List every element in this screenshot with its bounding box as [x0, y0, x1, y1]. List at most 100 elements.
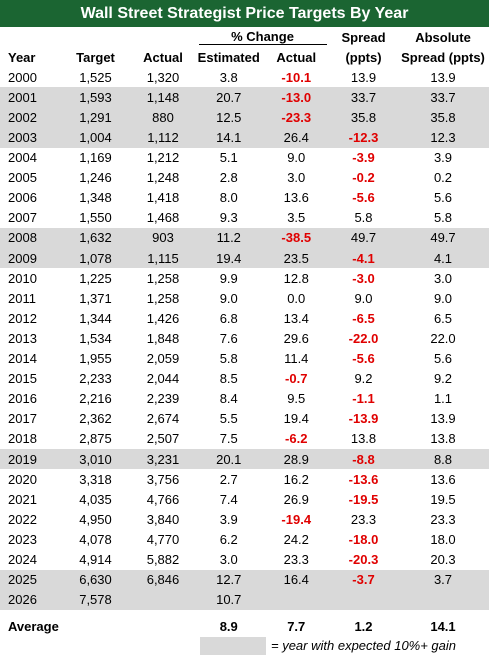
- table-row: 2025 6,630 6,846 12.7 16.4 -3.7 3.7: [0, 569, 489, 590]
- year-cell: 2018: [8, 431, 37, 447]
- actual-pct-cell: 12.8: [283, 270, 309, 286]
- target-cell: 1,632: [60, 227, 131, 249]
- target-cell: 1,344: [79, 310, 112, 326]
- header-row-top: % Change Spread Absolute: [0, 27, 489, 47]
- year-cell: 2022: [8, 511, 37, 527]
- spread-cell: -19.5: [348, 491, 379, 507]
- estimated-pct-cell: 3.9: [219, 511, 238, 527]
- year-cell: 2017: [8, 411, 37, 427]
- target-cell: 1,004: [60, 127, 131, 148]
- target-cell: 1,348: [79, 190, 112, 206]
- actual-cell: 1,115: [131, 248, 195, 269]
- target-cell: 3,010: [60, 448, 131, 470]
- estimated-pct-cell: 11.2: [195, 227, 263, 249]
- table-row: 2012 1,344 1,426 6.8 13.4 -6.5 6.5: [0, 308, 489, 328]
- spread-cell: -5.6: [352, 351, 375, 367]
- actual-cell: 1,848: [146, 330, 180, 346]
- absolute-header: Absolute: [415, 29, 471, 45]
- target-cell: 1,371: [79, 290, 112, 306]
- estimated-pct-cell: 9.9: [219, 270, 238, 286]
- estimated-pct-cell: 7.6: [219, 330, 238, 346]
- spread-cell: -18.0: [348, 531, 379, 547]
- spread-cell: 13.9: [350, 69, 377, 85]
- spread-cell: -12.3: [330, 127, 397, 148]
- actual-pct-cell: 3.5: [287, 210, 306, 226]
- spread-cell: 5.8: [354, 210, 373, 226]
- spread-cell: 35.8: [330, 107, 397, 128]
- actual-pct-cell: 16.2: [283, 471, 309, 487]
- table-row: 2005 1,246 1,248 2.8 3.0 -0.2 0.2: [0, 168, 489, 188]
- table-row: 2018 2,875 2,507 7.5 -6.2 13.8 13.8: [0, 429, 489, 449]
- spread-cell: -20.3: [348, 551, 379, 567]
- average-estimated-cell: 8.9: [219, 619, 238, 635]
- table-row: 2004 1,169 1,212 5.1 9.0 -3.9 3.9: [0, 148, 489, 168]
- actual-cell: 4,770: [146, 531, 180, 547]
- actual-cell: 903: [131, 227, 195, 249]
- actual-cell: 3,756: [146, 471, 180, 487]
- target-cell: 1,525: [79, 69, 112, 85]
- actual-pct-cell: 29.6: [283, 330, 309, 346]
- spread-cell: -1.1: [352, 391, 375, 407]
- spread-cell: 49.7: [330, 227, 397, 249]
- absolute-spread-cell: 13.8: [430, 431, 456, 447]
- table-row: 2023 4,078 4,770 6.2 24.2 -18.0 18.0: [0, 529, 489, 549]
- actual-cell: 1,148: [131, 87, 195, 108]
- table-row: 2026 7,578 10.7: [0, 589, 489, 610]
- actual-cell: 1,258: [146, 270, 180, 286]
- table-row: 2008 1,632 903 11.2 -38.5 49.7 49.7: [0, 227, 489, 249]
- absolute-spread-cell: 13.9: [430, 69, 456, 85]
- absolute-spread-cell: 4.1: [397, 248, 489, 269]
- absolute-unit-header: Spread (ppts): [401, 49, 485, 65]
- actual-pct-cell: -6.2: [285, 431, 308, 447]
- estimated-pct-cell: 8.5: [219, 371, 238, 387]
- actual-pct-cell: -23.3: [262, 107, 330, 128]
- actual-cell: 3,231: [131, 448, 195, 470]
- table-row: 2024 4,914 5,882 3.0 23.3 -20.3 20.3: [0, 549, 489, 569]
- target-cell: 1,078: [60, 248, 131, 269]
- actual-cell: 1,112: [131, 127, 195, 148]
- absolute-spread-cell: 6.5: [433, 310, 453, 326]
- spread-cell: -0.2: [352, 170, 375, 186]
- actual-cell: 2,044: [146, 371, 180, 387]
- estimated-pct-cell: 7.5: [219, 431, 238, 447]
- absolute-spread-cell: 13.9: [430, 411, 456, 427]
- absolute-spread-cell: 9.2: [433, 371, 453, 387]
- absolute-spread-cell: 49.7: [397, 227, 489, 249]
- actual-cell: 2,239: [146, 391, 180, 407]
- target-cell: 1,225: [79, 270, 112, 286]
- actual-pct-cell: 13.6: [283, 190, 309, 206]
- actual-cell: 3,840: [146, 511, 180, 527]
- year-cell: 2003: [0, 127, 60, 148]
- actual-cell: 880: [131, 107, 195, 128]
- target-cell: 3,318: [79, 471, 112, 487]
- target-cell: 1,593: [60, 87, 131, 108]
- table-row: 2002 1,291 880 12.5 -23.3 35.8 35.8: [0, 107, 489, 128]
- target-cell: 4,035: [79, 491, 112, 507]
- table-row: 2001 1,593 1,148 20.7 -13.0 33.7 33.7: [0, 87, 489, 108]
- estimated-pct-cell: 6.8: [219, 310, 238, 326]
- year-cell: 2023: [8, 531, 37, 547]
- absolute-spread-cell: 9.0: [433, 290, 453, 306]
- estimated-pct-cell: 3.0: [219, 551, 238, 567]
- actual-pct-cell: -38.5: [262, 227, 330, 249]
- estimated-pct-cell: 2.8: [219, 170, 238, 186]
- spread-cell: 23.3: [350, 511, 377, 527]
- spread-cell: -5.6: [352, 190, 375, 206]
- actual-cell: 5,882: [146, 551, 180, 567]
- absolute-spread-cell: 35.8: [397, 107, 489, 128]
- year-cell: 2019: [0, 448, 60, 470]
- actual-pct-cell: 26.9: [283, 491, 309, 507]
- actual-pct-cell: 9.5: [287, 391, 306, 407]
- estimated-pct-cell: 2.7: [219, 471, 238, 487]
- absolute-spread-cell: [397, 589, 489, 610]
- table-row: 2016 2,216 2,239 8.4 9.5 -1.1 1.1: [0, 389, 489, 409]
- year-header: Year: [8, 49, 36, 65]
- spread-cell: -13.6: [348, 471, 379, 487]
- table-row: 2013 1,534 1,848 7.6 29.6 -22.0 22.0: [0, 328, 489, 348]
- actual-cell: 1,468: [146, 210, 180, 226]
- target-header: Target: [76, 49, 115, 65]
- actual-pct-cell: 26.4: [262, 127, 330, 148]
- actual-pct-cell: [262, 589, 330, 610]
- actual-pct-cell: 9.0: [287, 150, 306, 166]
- actual-pct-cell: 3.0: [287, 170, 306, 186]
